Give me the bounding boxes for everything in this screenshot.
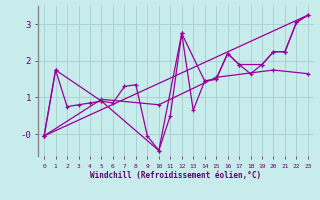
X-axis label: Windchill (Refroidissement éolien,°C): Windchill (Refroidissement éolien,°C)	[91, 171, 261, 180]
